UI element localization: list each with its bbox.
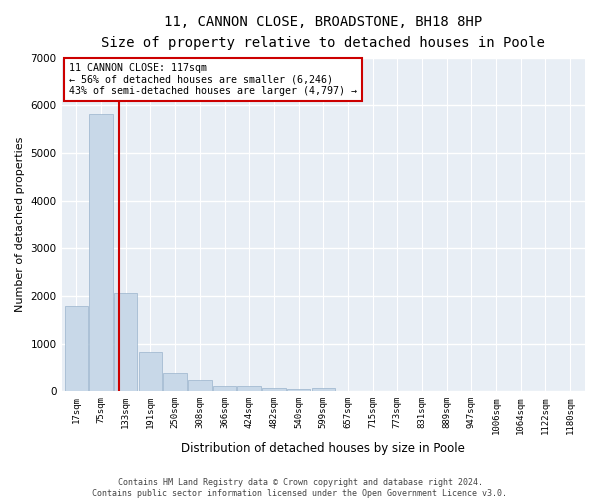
Bar: [114, 293, 137, 391]
Bar: [89, 114, 113, 391]
Bar: [65, 306, 88, 391]
Title: 11, CANNON CLOSE, BROADSTONE, BH18 8HP
Size of property relative to detached hou: 11, CANNON CLOSE, BROADSTONE, BH18 8HP S…: [101, 15, 545, 50]
Bar: [163, 372, 187, 391]
X-axis label: Distribution of detached houses by size in Poole: Distribution of detached houses by size …: [181, 442, 465, 455]
Bar: [139, 352, 162, 391]
Bar: [213, 386, 236, 391]
Text: 11 CANNON CLOSE: 117sqm
← 56% of detached houses are smaller (6,246)
43% of semi: 11 CANNON CLOSE: 117sqm ← 56% of detache…: [70, 62, 358, 96]
Text: Contains HM Land Registry data © Crown copyright and database right 2024.
Contai: Contains HM Land Registry data © Crown c…: [92, 478, 508, 498]
Y-axis label: Number of detached properties: Number of detached properties: [15, 137, 25, 312]
Bar: [238, 386, 261, 391]
Bar: [262, 388, 286, 391]
Bar: [311, 388, 335, 391]
Bar: [188, 380, 212, 391]
Bar: [287, 389, 310, 391]
